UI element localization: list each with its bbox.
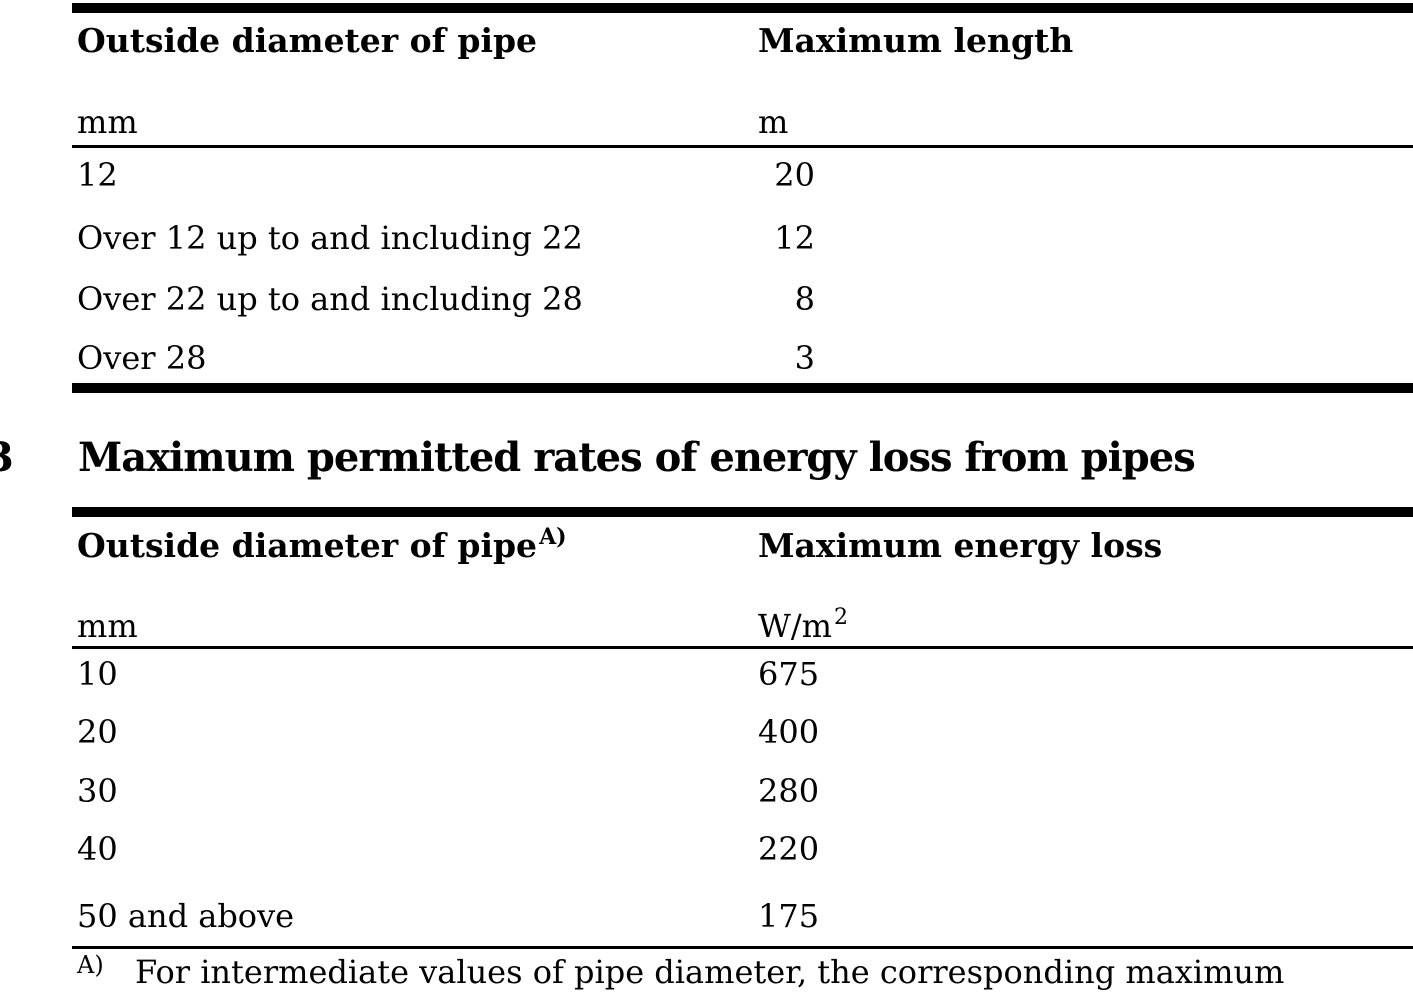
table1-top-rule (72, 3, 1413, 13)
table2-col1-header-text: Outside diameter of pipe (77, 526, 538, 565)
table-cell-diameter: 30 (77, 772, 118, 810)
section-title: Maximum permitted rates of energy loss f… (78, 434, 1196, 481)
table2-col1-unit: mm (77, 607, 138, 645)
table-cell-diameter: 40 (77, 830, 118, 868)
table1-header-rule (72, 145, 1413, 148)
footnote-text: For intermediate values of pipe diameter… (135, 953, 1285, 991)
table2-header-rule (72, 646, 1413, 649)
table-cell-energy-loss: 175 (758, 897, 820, 935)
table2-top-rule (72, 507, 1413, 517)
table-cell-max-length: 12 (774, 219, 815, 257)
table2-col2-header: Maximum energy loss (758, 526, 1163, 565)
table1-col2-unit: m (758, 103, 789, 141)
table-cell-energy-loss: 675 (758, 655, 820, 693)
table-cell-diameter: Over 22 up to and including 28 (77, 280, 583, 318)
table-cell-diameter: 10 (77, 655, 118, 693)
table2-footnote-rule (72, 946, 1413, 949)
unit-exponent: 2 (834, 605, 849, 630)
table-cell-diameter: 50 and above (77, 897, 295, 935)
footnote-marker: A) (77, 951, 104, 979)
section-number: 3 (0, 437, 14, 479)
table1-col1-unit: mm (77, 103, 138, 141)
footnote-ref: A) (539, 524, 567, 550)
table-cell-diameter: Over 12 up to and including 22 (77, 219, 583, 257)
table2-col1-header: Outside diameter of pipeA) (77, 525, 567, 565)
unit-base: W/m (758, 607, 833, 645)
table-cell-diameter: 12 (77, 156, 118, 194)
table-cell-energy-loss: 400 (758, 713, 820, 751)
table1-col2-header: Maximum length (758, 21, 1074, 60)
table-cell-diameter: 20 (77, 713, 118, 751)
table2-col2-unit: W/m2 (758, 606, 848, 645)
table-cell-max-length: 3 (794, 339, 815, 377)
table-cell-energy-loss: 280 (758, 772, 820, 810)
table-cell-max-length: 8 (794, 280, 815, 318)
table1-bottom-rule (72, 383, 1413, 393)
table1-col1-header: Outside diameter of pipe (77, 21, 538, 60)
table-cell-diameter: Over 28 (77, 339, 207, 377)
table-cell-energy-loss: 220 (758, 830, 820, 868)
table-cell-max-length: 20 (774, 156, 815, 194)
